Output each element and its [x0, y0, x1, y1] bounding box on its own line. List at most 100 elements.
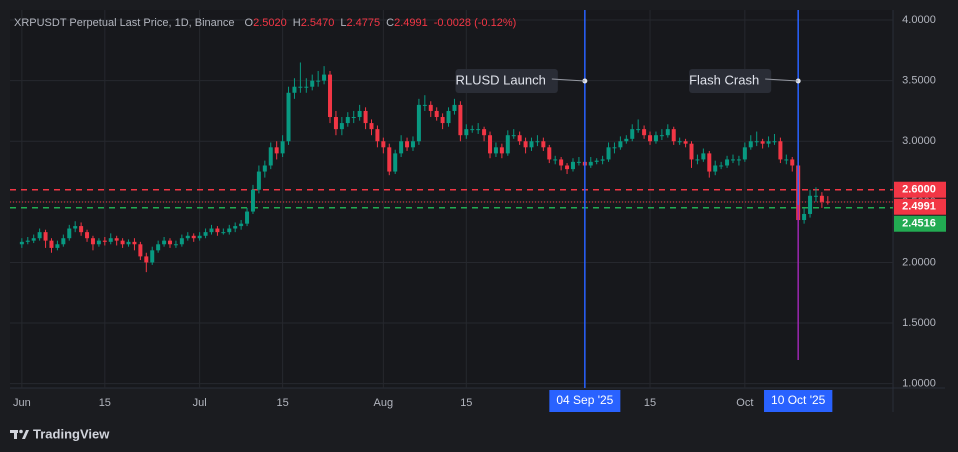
candle-body	[203, 232, 208, 236]
header-title: XRPUSDT Perpetual Last Price, 1D, Binanc…	[14, 17, 235, 29]
candle-body	[642, 129, 647, 136]
candle-body	[624, 138, 629, 142]
candle-body	[535, 141, 540, 143]
x-tick-label: Aug	[374, 397, 394, 409]
candle-body	[197, 235, 202, 239]
event-connector	[765, 78, 799, 82]
event-connector	[551, 78, 585, 82]
candle-body	[132, 241, 137, 245]
candle-body	[328, 74, 333, 118]
candle-body	[250, 189, 255, 212]
y-tick-label: 1.0000	[902, 378, 936, 390]
event-annotation: RLUSD Launch	[456, 72, 546, 87]
candle-body	[683, 141, 688, 144]
candle-body	[292, 86, 297, 93]
candle-body	[730, 159, 735, 161]
header: XRPUSDT Perpetual Last Price, 1D, Binanc…	[14, 17, 516, 29]
candle-body	[19, 241, 24, 245]
y-tick-label: 2.0000	[902, 256, 936, 268]
candle-body	[819, 195, 824, 202]
candle-body	[37, 232, 42, 239]
candle-body	[594, 160, 599, 162]
candle-body	[458, 104, 463, 136]
candle-body	[96, 240, 101, 245]
candle-body	[363, 110, 368, 124]
candle-body	[262, 165, 267, 172]
legend-key: H	[293, 17, 301, 29]
candle-body	[25, 240, 30, 242]
candle-body	[239, 223, 244, 227]
candle-body	[61, 238, 66, 245]
candle-body	[221, 232, 226, 234]
candle-body	[606, 147, 611, 160]
candle-body	[547, 147, 552, 160]
candle-body	[529, 141, 534, 148]
candle-body	[268, 147, 273, 166]
candle-body	[209, 228, 214, 233]
overlay: 1.00001.50002.00002.50003.00003.50004.00…	[13, 10, 946, 412]
candle-body	[570, 161, 575, 170]
candle-body	[428, 104, 433, 111]
candle-body	[191, 235, 196, 239]
candle-body	[144, 256, 149, 263]
candle-body	[102, 240, 107, 242]
event-date-label: 04 Sep '25	[556, 393, 613, 407]
x-tick-label: Jul	[193, 397, 207, 409]
legend-value: 2.5470	[301, 17, 335, 29]
candle-body	[393, 153, 398, 172]
candle-body	[345, 117, 350, 124]
legend-value: 2.4991	[394, 17, 428, 29]
legend-key: L	[340, 17, 346, 29]
candle-body	[576, 161, 581, 163]
candle-body	[618, 141, 623, 148]
candle-body	[43, 232, 48, 241]
candle-body	[736, 159, 741, 161]
candle-body	[280, 141, 285, 154]
candle-body	[754, 141, 759, 143]
legend-value: 2.5020	[253, 17, 287, 29]
x-tick-label: Jun	[13, 397, 31, 409]
candle-body	[357, 110, 362, 118]
brand: TradingView	[33, 426, 110, 441]
candle-body	[482, 129, 487, 136]
candle-body	[565, 165, 570, 170]
price-label: 2.4516	[902, 218, 936, 230]
candle-body	[778, 141, 783, 160]
candle-body	[689, 143, 694, 160]
price-label: 2.6000	[902, 184, 936, 196]
candle-body	[659, 135, 664, 137]
candle-body	[446, 110, 451, 124]
event-date-box	[764, 390, 833, 412]
candle-body	[707, 153, 712, 172]
candle-body	[772, 141, 777, 143]
candle-body	[440, 117, 445, 124]
y-tick-label: 1.5000	[902, 317, 936, 329]
candle-body	[168, 240, 173, 245]
candle-body	[719, 165, 724, 167]
candle-body	[381, 141, 386, 148]
candle-body	[499, 147, 504, 154]
candle-body	[173, 244, 178, 246]
price-box	[894, 198, 946, 215]
candle-body	[375, 129, 380, 142]
candle-body	[422, 104, 427, 106]
candle-body	[405, 141, 410, 148]
legend-key: C	[386, 17, 394, 29]
candle-body	[369, 123, 374, 130]
candle-body	[713, 165, 718, 172]
candle-body	[79, 226, 84, 233]
candle-body	[304, 86, 309, 88]
candle-body	[493, 147, 498, 154]
price-box	[894, 181, 946, 198]
candle-body	[286, 92, 291, 142]
candle-body	[316, 80, 321, 82]
candle-body	[339, 123, 344, 130]
candle-body	[784, 159, 789, 161]
y-tick-label: 3.0000	[902, 135, 936, 147]
x-tick-label: 15	[99, 397, 111, 409]
candle-body	[31, 238, 36, 241]
candle-body	[553, 159, 558, 161]
candle-body	[298, 86, 303, 88]
candle-body	[185, 235, 190, 239]
logo	[10, 429, 29, 439]
